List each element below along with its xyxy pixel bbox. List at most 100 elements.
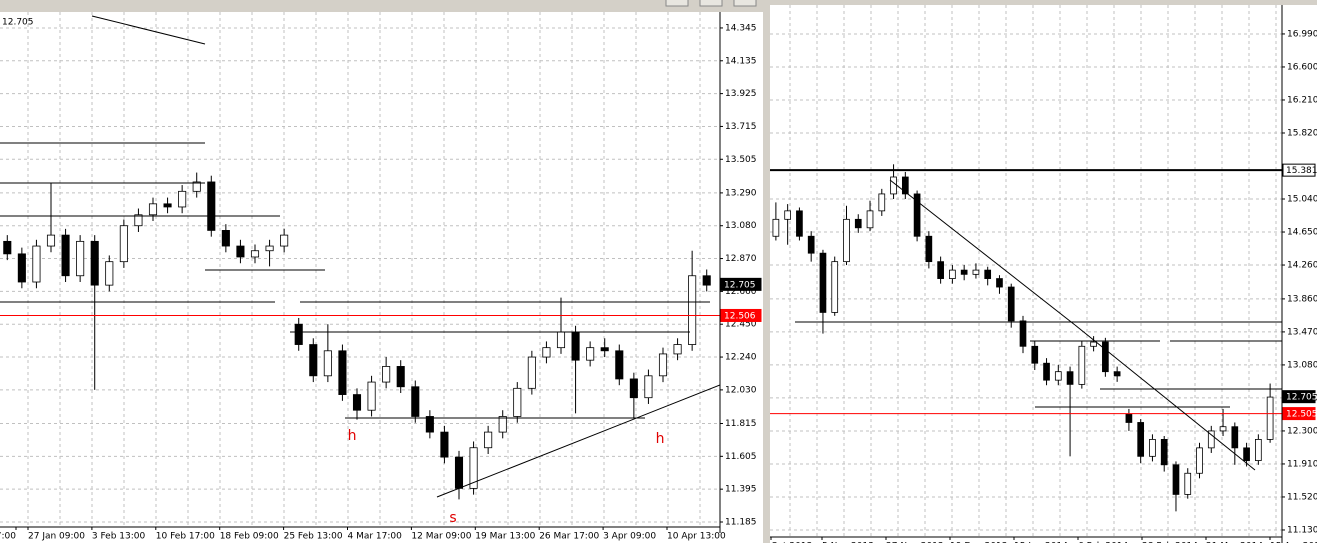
candle-body xyxy=(913,193,921,237)
y-tick-label: 14.650 xyxy=(1287,228,1317,238)
left-chart: 14.345 14.135 13.925 13.715 13.505 13.290 13.0… xyxy=(0,12,762,542)
x-tick-label: 17:00 xyxy=(0,532,16,542)
candle-body xyxy=(105,261,114,286)
candle-body xyxy=(1137,422,1145,457)
candle-body xyxy=(411,386,420,417)
y-tick-label: 11.520 xyxy=(1287,492,1317,502)
price-box xyxy=(1282,390,1316,404)
candle-body xyxy=(484,431,493,449)
pattern-label: h xyxy=(348,428,357,444)
candle-body xyxy=(1149,439,1156,457)
candle-body xyxy=(440,431,449,458)
candle-body xyxy=(236,245,245,258)
candle-body xyxy=(937,261,944,279)
candle-body xyxy=(1102,341,1109,373)
x-tick-label: 19 Dec 2013 xyxy=(950,542,1008,543)
candle-body xyxy=(498,416,507,433)
y-tick-label: 12.030 xyxy=(725,385,757,395)
candle-body xyxy=(615,350,624,380)
candle-body xyxy=(571,331,580,361)
x-tick-label: 4 Mar 17:00 xyxy=(348,532,403,542)
y-tick-label: 13.290 xyxy=(725,188,757,198)
price-box-label: 12.505 xyxy=(1286,410,1317,420)
price-box xyxy=(720,277,762,291)
x-tick-label: 15 Jan 2014 xyxy=(1014,542,1068,543)
plot-area xyxy=(0,12,720,527)
candle-body xyxy=(972,269,980,275)
candle-body xyxy=(61,234,70,277)
left-drawings xyxy=(0,15,720,498)
candle-body xyxy=(1266,396,1274,440)
candle-body xyxy=(556,331,566,349)
y-tick-label: 12.660 xyxy=(725,287,757,297)
y-tick-label: 11.815 xyxy=(725,419,757,429)
candle-body xyxy=(1243,447,1250,461)
x-tick-label: 3 Feb 13:00 xyxy=(92,532,146,542)
y-tick-label: 13.860 xyxy=(1287,294,1317,304)
y-tick-label: 13.505 xyxy=(725,155,757,165)
x-tick-label: 27 Jan 09:00 xyxy=(28,532,85,542)
y-tick-label: 13.470 xyxy=(1287,327,1317,337)
x-tick-label: Oct 2013 xyxy=(771,542,812,543)
y-tick-label: 16.990 xyxy=(1287,29,1317,39)
x-tick-label: 12 Mar 09:00 xyxy=(411,532,471,542)
candle-body xyxy=(309,344,318,377)
candle-body xyxy=(1172,464,1180,495)
candle-body xyxy=(1043,362,1050,381)
y-tick-label: 11.605 xyxy=(725,452,757,462)
close-button[interactable] xyxy=(733,0,757,7)
candle-body xyxy=(1090,341,1097,347)
candle-body xyxy=(454,456,464,489)
candle-body xyxy=(1219,426,1227,432)
y-tick-label: 11.185 xyxy=(725,517,757,527)
y-tick-label: 13.080 xyxy=(1287,360,1317,370)
trend-line xyxy=(436,384,720,498)
candle-body xyxy=(382,366,391,383)
plot-area xyxy=(770,5,1282,537)
y-tick-label: 11.395 xyxy=(725,485,757,495)
candle-body xyxy=(807,235,815,254)
x-tick-label: 28 Feb 2014 xyxy=(1142,542,1198,543)
candle-body xyxy=(294,323,303,345)
x-tick-label: 18 Feb 09:00 xyxy=(220,532,279,542)
candle-body xyxy=(76,240,85,277)
candle-body xyxy=(1184,472,1192,495)
y-tick-label: 14.260 xyxy=(1287,261,1317,271)
candle-body xyxy=(586,347,595,361)
x-tick-label: 10 Feb 17:00 xyxy=(156,532,215,542)
candle-body xyxy=(513,387,522,417)
candle-body xyxy=(323,350,332,377)
x-tick-label: 21 Mar 2014 xyxy=(1206,542,1263,543)
candle-body xyxy=(90,240,99,286)
candle-body xyxy=(1019,320,1027,347)
y-tick-label: 15.040 xyxy=(1287,195,1317,205)
candle-body xyxy=(831,261,839,313)
x-tick-label: 15 Apr 201 xyxy=(1270,542,1317,543)
candle-body xyxy=(280,234,289,247)
candle-body xyxy=(629,378,638,399)
header-price: 12.705 xyxy=(2,18,34,28)
candle-body xyxy=(854,218,862,229)
minimize-button[interactable] xyxy=(665,0,689,7)
y-tick-label: 12.450 xyxy=(725,320,757,330)
candle-body xyxy=(192,181,201,192)
candle-body xyxy=(1255,439,1262,461)
candle-body xyxy=(658,353,668,377)
price-box xyxy=(1282,407,1316,421)
right-chart: 16.990 16.600 16.210 15.820 15.040 14.650 14.2… xyxy=(770,5,1317,543)
y-tick-label: 15.820 xyxy=(1287,128,1317,138)
candle-body xyxy=(250,250,260,258)
candle-body xyxy=(542,347,551,358)
candle-body xyxy=(396,366,405,388)
candle-body xyxy=(119,225,128,263)
candle-body xyxy=(1231,426,1239,449)
x-tick-label: 3 Apr 09:00 xyxy=(603,532,656,542)
y-tick-label: 13.080 xyxy=(725,221,757,231)
candle-body xyxy=(1125,413,1133,423)
candle-body xyxy=(3,240,12,255)
maximize-button[interactable] xyxy=(699,0,723,7)
candle-body xyxy=(866,210,874,229)
y-tick-label: 14.345 xyxy=(725,23,757,33)
candle-body xyxy=(673,344,682,355)
